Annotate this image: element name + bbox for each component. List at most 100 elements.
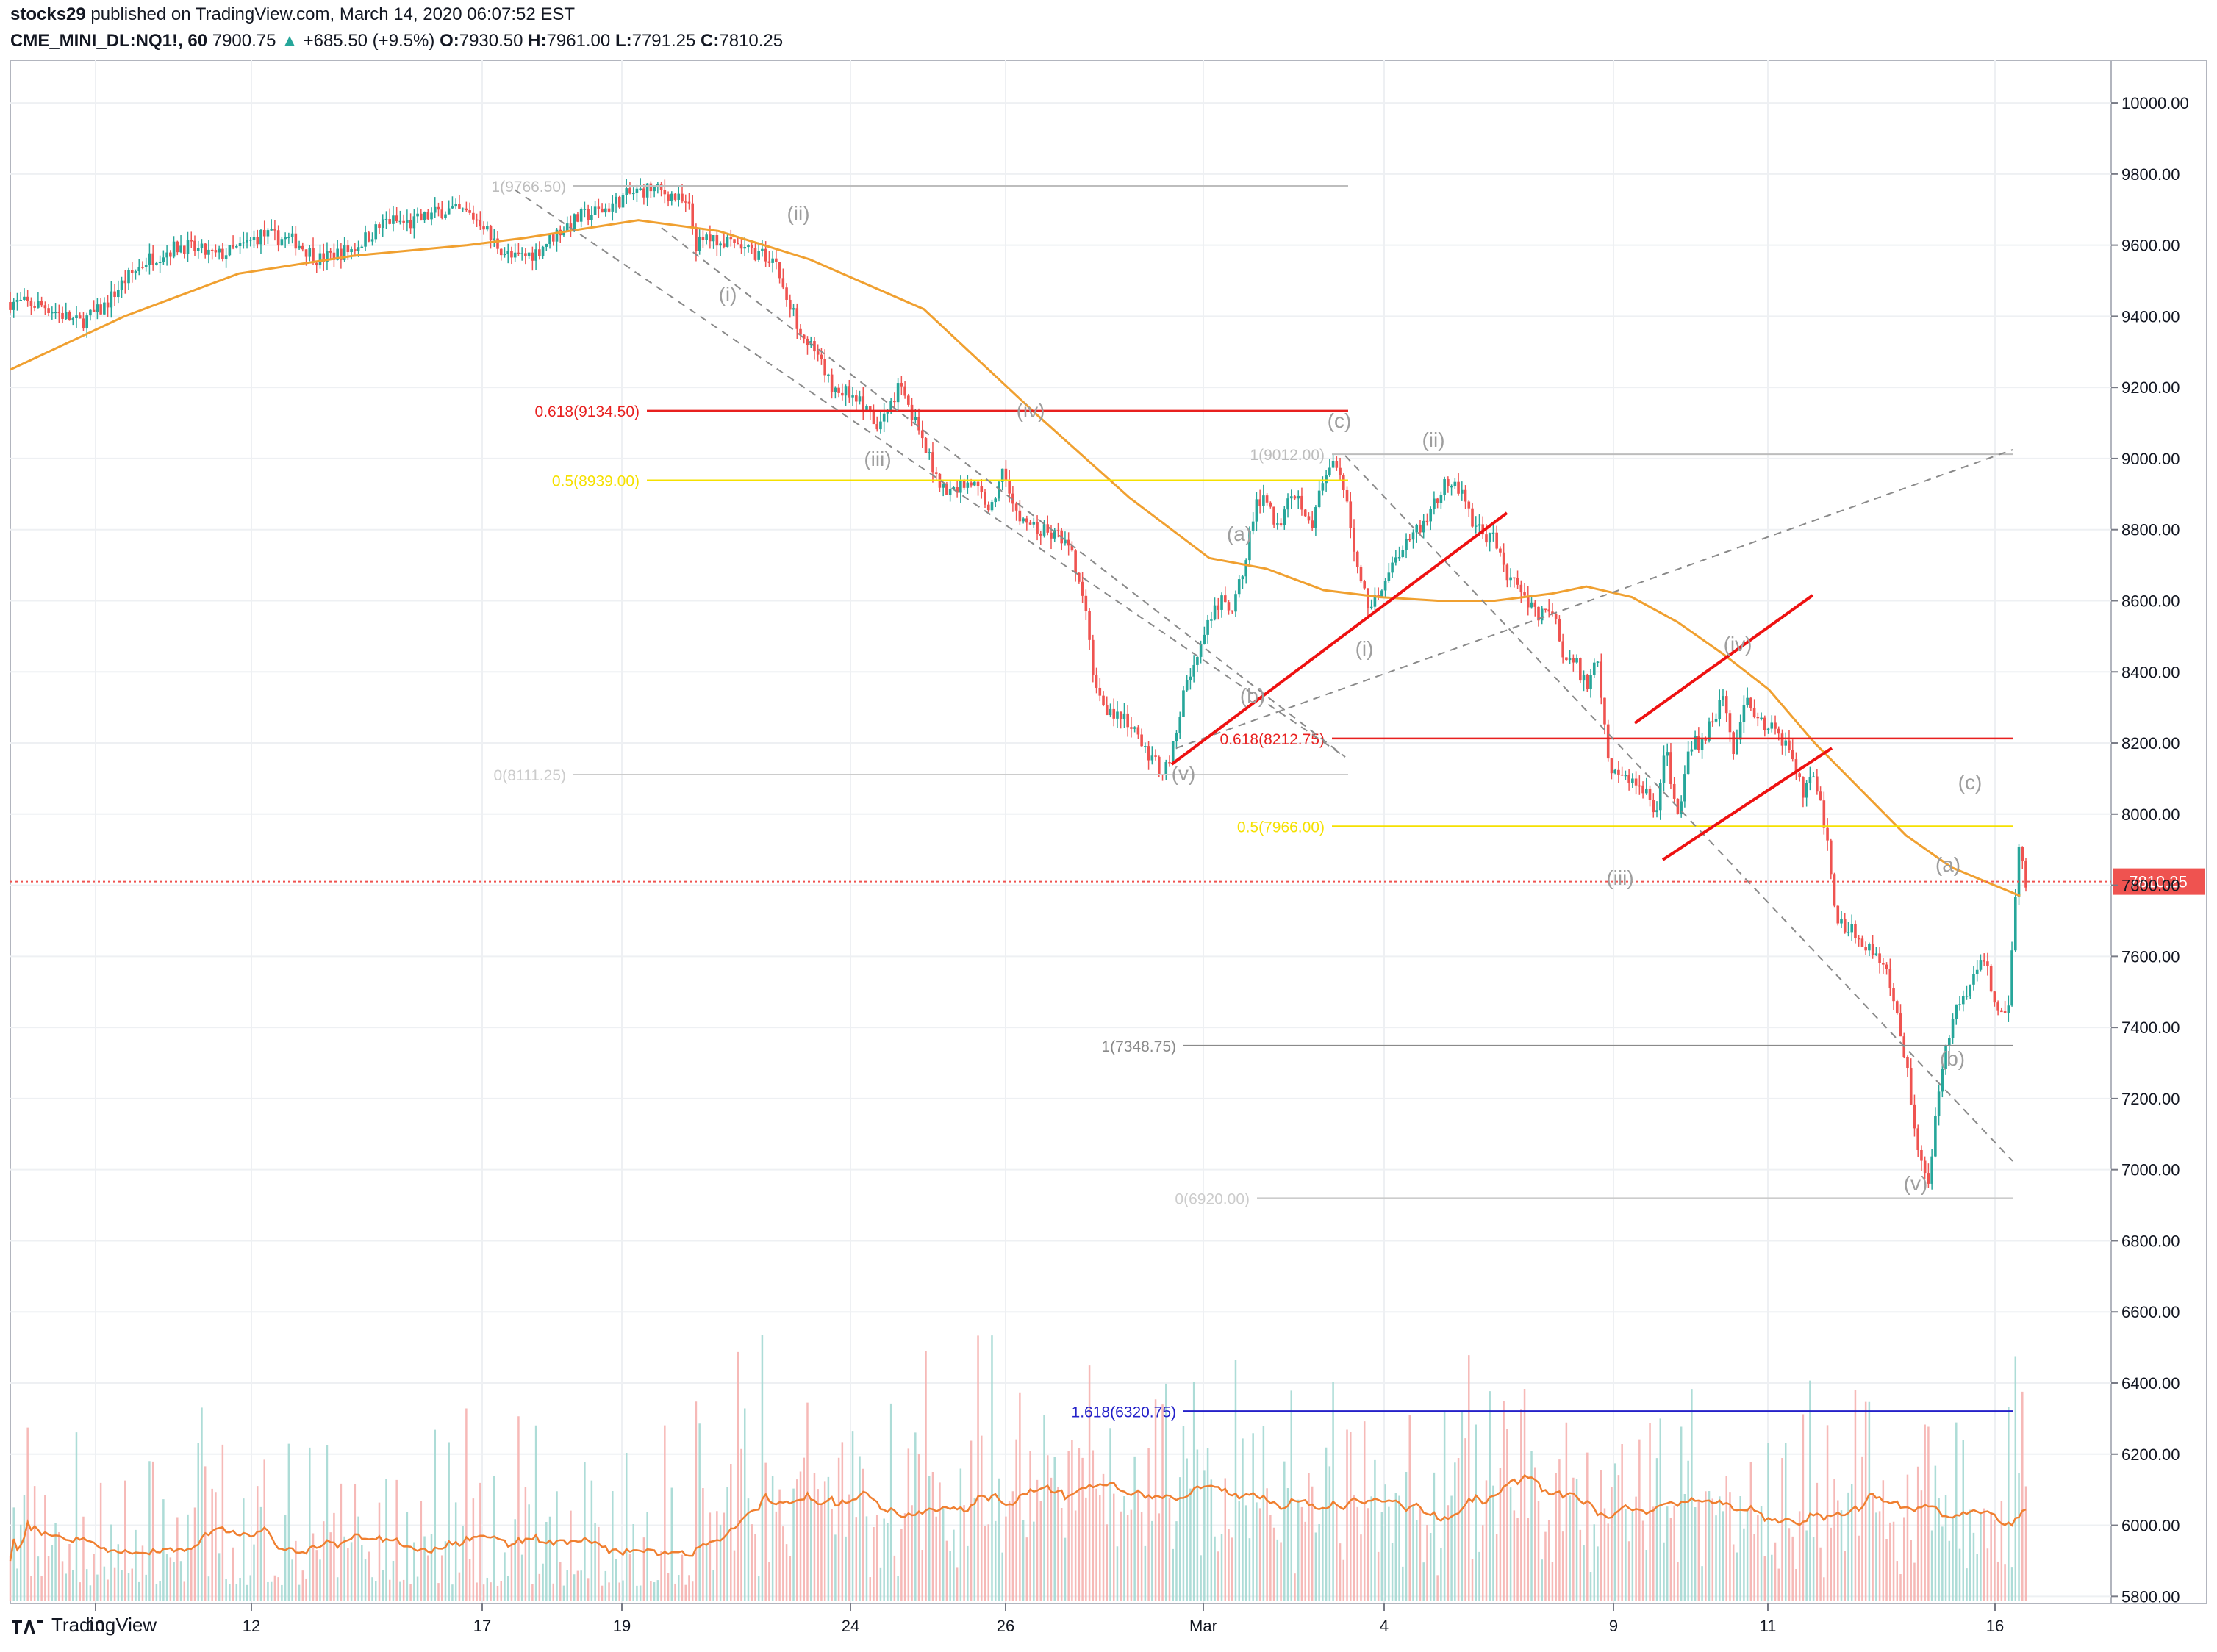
candle-body — [221, 248, 224, 259]
candle-body — [813, 341, 816, 352]
candle-body — [148, 253, 151, 265]
y-tick-label: 6200.00 — [2121, 1446, 2180, 1464]
candle-body — [882, 413, 886, 422]
wave-label: (v) — [1904, 1172, 1928, 1195]
candle-body — [1927, 1173, 1930, 1184]
candle-body — [2013, 897, 2017, 951]
candle-body — [228, 245, 232, 256]
candle-body — [1554, 614, 1558, 619]
candle-body — [165, 252, 168, 258]
candle-body — [186, 240, 190, 254]
candle-body — [590, 215, 593, 220]
candle-body — [308, 248, 312, 257]
candle-body — [89, 309, 92, 316]
candle-body — [2003, 1011, 2007, 1013]
candle-body — [1457, 481, 1460, 494]
candle-body — [1638, 785, 1641, 787]
x-tick-label: 12 — [243, 1617, 260, 1635]
candle-body — [917, 417, 920, 431]
publisher-name[interactable]: stocks29 — [10, 4, 86, 24]
candle-body — [287, 237, 290, 238]
candle-body — [858, 396, 862, 402]
candle-body — [907, 395, 910, 405]
candle-body — [1251, 521, 1255, 531]
candle-body — [273, 229, 276, 231]
candle-body — [242, 242, 246, 244]
candle-body — [329, 251, 332, 253]
tradingview-logo[interactable]: TradingView — [10, 1614, 157, 1637]
candle-body — [1248, 530, 1251, 561]
candle-body — [587, 209, 590, 220]
x-tick-label: 16 — [1986, 1617, 2004, 1635]
candle-body — [1808, 777, 1812, 783]
channel-line — [1661, 747, 1833, 861]
candle-body — [1415, 524, 1419, 533]
wave-label: (i) — [719, 283, 737, 306]
candle-body — [1488, 533, 1491, 543]
candle-body — [304, 249, 308, 257]
trend-dash — [661, 227, 1346, 758]
candle-body — [172, 241, 176, 257]
candle-body — [534, 249, 537, 261]
candle-body — [120, 280, 123, 290]
candle-body — [1105, 705, 1108, 716]
candle-body — [1791, 750, 1794, 760]
candle-body — [1220, 595, 1223, 610]
candle-body — [1011, 493, 1014, 504]
candle-body — [1819, 791, 1822, 801]
candle-body — [687, 201, 691, 204]
candle-body — [966, 482, 970, 488]
candle-body — [1586, 675, 1589, 689]
candle-body — [781, 278, 785, 288]
ma-line — [10, 219, 2021, 897]
candle-body — [931, 452, 934, 473]
candle-body — [1217, 605, 1220, 610]
candle-body — [555, 229, 559, 242]
candle-body — [2010, 950, 2013, 1006]
candle-body — [493, 238, 496, 240]
candle-body — [1144, 746, 1147, 747]
volume-ma — [9, 1473, 2027, 1562]
candle-body — [374, 224, 378, 240]
candle-body — [1502, 552, 1505, 565]
channel-line — [1170, 511, 1508, 766]
candle-body — [1032, 522, 1036, 525]
price-axis[interactable] — [2110, 60, 2207, 1604]
candle-body — [875, 424, 879, 430]
candle-body — [262, 229, 266, 237]
candle-body — [1331, 461, 1335, 468]
candle-body — [1178, 717, 1182, 733]
candle-body — [551, 234, 555, 242]
candle-body — [1711, 721, 1714, 723]
candle-body — [1736, 739, 1738, 755]
candle-body — [1078, 572, 1081, 582]
candle-body — [447, 208, 451, 215]
candle-body — [1339, 467, 1342, 475]
open-label: O: — [440, 31, 459, 51]
symbol-label[interactable]: CME_MINI_DL:NQ1!, 60 — [10, 31, 208, 51]
candle-body — [1433, 498, 1436, 509]
candle-body — [510, 251, 513, 258]
candle-body — [1766, 728, 1770, 730]
plot-area[interactable] — [10, 60, 2112, 1604]
candle-body — [1307, 516, 1311, 521]
candle-body — [1050, 532, 1053, 539]
candle-body — [1349, 501, 1353, 528]
candle-body — [834, 387, 837, 392]
candle-body — [1826, 827, 1829, 841]
candle-body — [1669, 752, 1672, 784]
candle-body — [1958, 1004, 1961, 1005]
candle-body — [1112, 708, 1116, 719]
candle-body — [545, 243, 548, 247]
candle-body — [1126, 713, 1129, 728]
trend-lines: 7810.25 — [10, 189, 2205, 1162]
candle-body — [420, 213, 423, 220]
candle-body — [127, 270, 130, 284]
candle-body — [1422, 520, 1425, 533]
candle-body — [538, 249, 541, 256]
candle-body — [444, 214, 447, 218]
candle-body — [162, 257, 165, 262]
x-tick-label: 19 — [613, 1617, 631, 1635]
candle-body — [823, 359, 826, 376]
